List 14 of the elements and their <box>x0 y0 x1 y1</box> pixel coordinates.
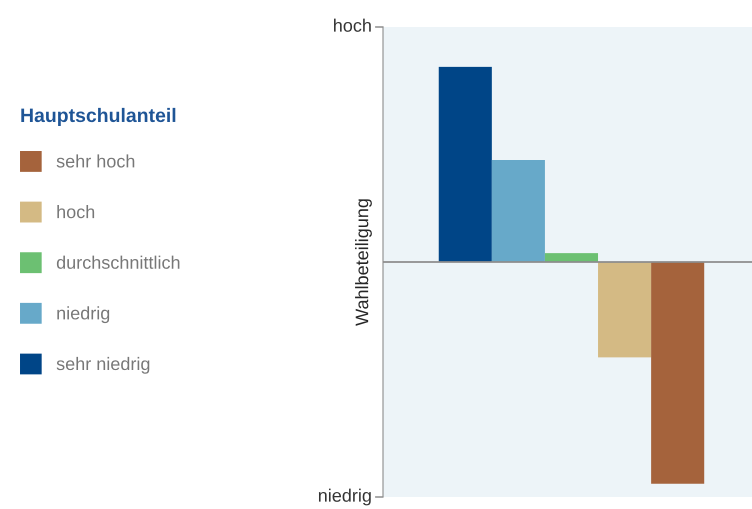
legend-label: durchschnittlich <box>56 256 180 269</box>
legend-label: sehr hoch <box>56 154 134 168</box>
legend-label: hoch <box>57 204 94 218</box>
y-axis-title: Wahlbeteiligung <box>355 199 372 326</box>
legend-title: Hauptschulanteil <box>21 108 176 126</box>
text: hoch <box>334 18 371 32</box>
bar <box>651 262 704 484</box>
bar <box>544 253 598 262</box>
legend-label: sehr niedrig <box>56 356 150 374</box>
legend-label: niedrig <box>57 306 110 324</box>
bar <box>492 160 545 262</box>
bar <box>598 262 652 358</box>
bar <box>438 66 492 262</box>
text: niedrig <box>318 488 371 506</box>
